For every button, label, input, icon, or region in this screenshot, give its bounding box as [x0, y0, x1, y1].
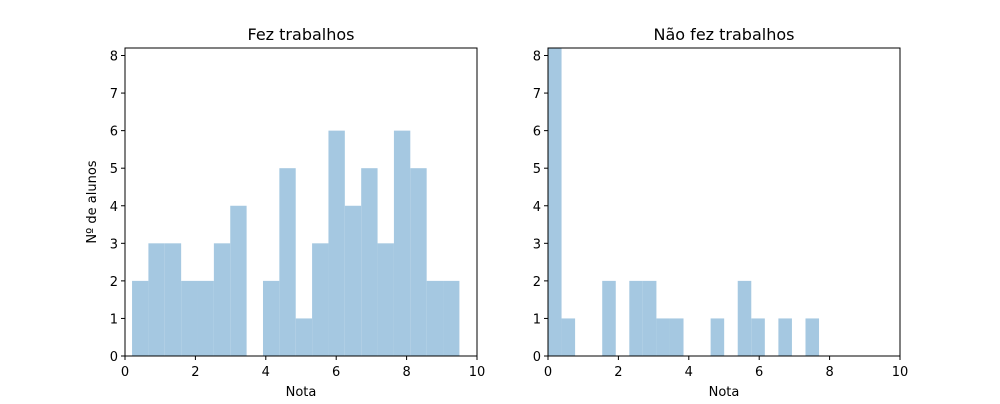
y-axis-label: Nº de alunos [85, 160, 100, 243]
chart-title: Fez trabalhos [248, 25, 355, 44]
bar [778, 318, 792, 356]
y-tick-label: 5 [533, 162, 541, 177]
chart-title: Não fez trabalhos [654, 25, 795, 44]
y-tick-label: 3 [110, 237, 118, 252]
y-tick-label: 8 [533, 50, 541, 65]
y-tick-label: 8 [110, 50, 118, 65]
bar [443, 280, 460, 356]
x-tick-label: 10 [469, 365, 486, 380]
y-tick-label: 7 [533, 87, 541, 102]
y-tick-label: 4 [533, 200, 541, 215]
y-tick-label: 7 [110, 87, 118, 102]
x-tick-label: 2 [614, 365, 622, 380]
x-tick-label: 8 [402, 365, 410, 380]
bar [548, 48, 562, 356]
bar [410, 168, 427, 356]
y-tick-label: 3 [533, 237, 541, 252]
bar [181, 280, 198, 356]
y-tick-label: 0 [110, 350, 118, 365]
bar [393, 130, 411, 356]
bar [629, 280, 643, 356]
bar [213, 243, 231, 356]
bar [642, 280, 657, 356]
bar [328, 130, 345, 356]
x-tick-label: 8 [825, 365, 833, 380]
bar [148, 243, 165, 356]
axes-frame [547, 47, 901, 357]
y-tick-label: 2 [533, 275, 541, 290]
bar [669, 318, 684, 356]
y-tick-label: 2 [110, 275, 118, 290]
x-tick-label: 6 [332, 365, 340, 380]
bar [805, 318, 820, 356]
bar [230, 205, 247, 356]
axes-frame [124, 47, 478, 357]
bar [656, 318, 670, 356]
bar [164, 243, 182, 356]
x-tick-label: 0 [544, 365, 552, 380]
x-tick-label: 6 [755, 365, 763, 380]
bar [262, 280, 280, 356]
x-tick-label: 4 [262, 365, 270, 380]
y-tick-label: 5 [110, 162, 118, 177]
bar [737, 280, 752, 356]
y-tick-label: 6 [533, 125, 541, 140]
bar [295, 318, 313, 356]
y-tick-label: 0 [533, 350, 541, 365]
bar [561, 318, 576, 356]
x-tick-label: 10 [892, 365, 909, 380]
bar [751, 318, 765, 356]
y-tick-label: 4 [110, 200, 118, 215]
bar [377, 243, 394, 356]
x-tick-label: 4 [685, 365, 693, 380]
bar [344, 205, 362, 356]
bar [279, 168, 296, 356]
y-tick-label: 1 [110, 312, 118, 327]
y-tick-label: 6 [110, 125, 118, 140]
bar [426, 280, 444, 356]
x-axis-label: Nota [286, 385, 317, 400]
y-tick-label: 1 [533, 312, 541, 327]
bar [312, 243, 329, 356]
plot-area [132, 130, 460, 356]
bar [132, 280, 149, 356]
bar [602, 280, 616, 356]
x-axis-label: Nota [709, 385, 740, 400]
x-tick-label: 0 [121, 365, 129, 380]
plot-area [548, 48, 820, 356]
bar [361, 168, 378, 356]
bar [197, 280, 214, 356]
x-tick-label: 2 [191, 365, 199, 380]
bar [710, 318, 725, 356]
